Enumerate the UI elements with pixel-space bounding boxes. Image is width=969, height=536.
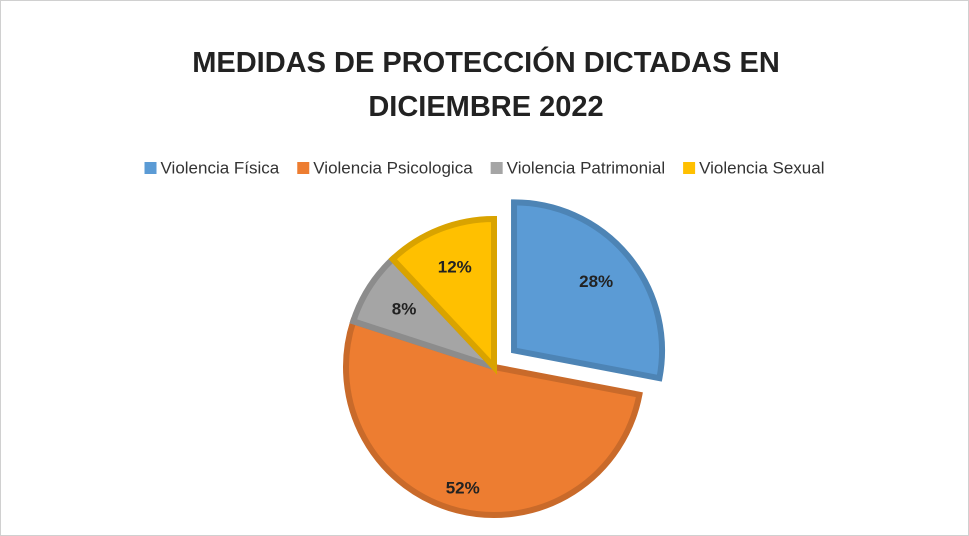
- legend-item: Violencia Física: [144, 158, 280, 177]
- data-label: 8%: [392, 299, 417, 318]
- pie-slice: [343, 317, 643, 518]
- data-label: 12%: [438, 257, 472, 276]
- legend-label: Violencia Psicologica: [313, 158, 473, 177]
- chart-title: MEDIDAS DE PROTECCIÓN DICTADAS EN DICIEM…: [192, 47, 780, 123]
- legend-swatch: [297, 162, 310, 174]
- legend-label: Violencia Física: [161, 158, 280, 177]
- legend-label: Violencia Sexual: [699, 158, 824, 177]
- legend-item: Violencia Psicologica: [297, 158, 473, 177]
- data-label: 52%: [446, 478, 480, 497]
- legend-swatch: [490, 162, 503, 174]
- data-label: 28%: [579, 272, 613, 291]
- legend-label: Violencia Patrimonial: [507, 158, 665, 177]
- legend-swatch: [683, 162, 696, 174]
- legend-item: Violencia Patrimonial: [490, 158, 665, 177]
- legend-item: Violencia Sexual: [683, 158, 824, 177]
- pie-slice: [511, 199, 666, 382]
- legend-swatch: [144, 162, 157, 174]
- pie-slice: [388, 215, 497, 375]
